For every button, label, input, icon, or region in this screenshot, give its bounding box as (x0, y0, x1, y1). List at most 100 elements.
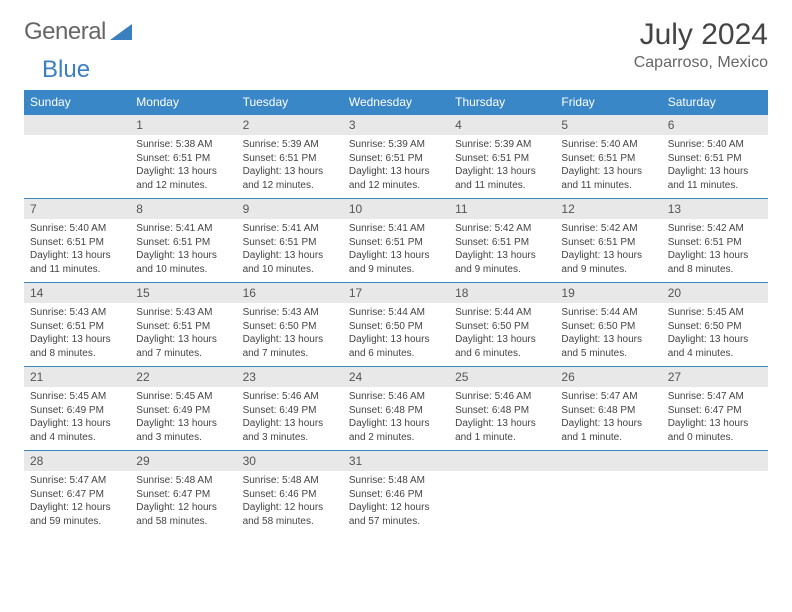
day-cell: 13Sunrise: 5:42 AMSunset: 6:51 PMDayligh… (662, 199, 768, 283)
sunset-line: Sunset: 6:50 PM (349, 320, 443, 334)
sunrise-line: Sunrise: 5:43 AM (136, 306, 230, 320)
sunset-line: Sunset: 6:51 PM (136, 152, 230, 166)
day-number: 1 (130, 115, 236, 135)
day-cell (449, 451, 555, 535)
weekday-header: Wednesday (343, 90, 449, 115)
day-cell: 8Sunrise: 5:41 AMSunset: 6:51 PMDaylight… (130, 199, 236, 283)
sunrise-line: Sunrise: 5:46 AM (455, 390, 549, 404)
day-cell: 9Sunrise: 5:41 AMSunset: 6:51 PMDaylight… (237, 199, 343, 283)
day-cell: 12Sunrise: 5:42 AMSunset: 6:51 PMDayligh… (555, 199, 661, 283)
daylight-line: Daylight: 13 hours and 10 minutes. (136, 249, 230, 276)
weekday-header: Saturday (662, 90, 768, 115)
day-details: Sunrise: 5:41 AMSunset: 6:51 PMDaylight:… (130, 219, 236, 282)
sunrise-line: Sunrise: 5:45 AM (136, 390, 230, 404)
day-number (24, 115, 130, 135)
daylight-line: Daylight: 13 hours and 6 minutes. (349, 333, 443, 360)
sunrise-line: Sunrise: 5:46 AM (243, 390, 337, 404)
sunset-line: Sunset: 6:50 PM (243, 320, 337, 334)
daylight-line: Daylight: 13 hours and 12 minutes. (243, 165, 337, 192)
sunset-line: Sunset: 6:50 PM (561, 320, 655, 334)
day-cell: 31Sunrise: 5:48 AMSunset: 6:46 PMDayligh… (343, 451, 449, 535)
sunrise-line: Sunrise: 5:44 AM (561, 306, 655, 320)
day-cell: 14Sunrise: 5:43 AMSunset: 6:51 PMDayligh… (24, 283, 130, 367)
daylight-line: Daylight: 13 hours and 1 minute. (455, 417, 549, 444)
daylight-line: Daylight: 13 hours and 9 minutes. (349, 249, 443, 276)
daylight-line: Daylight: 13 hours and 9 minutes. (455, 249, 549, 276)
day-number (449, 451, 555, 471)
sunrise-line: Sunrise: 5:47 AM (30, 474, 124, 488)
day-details: Sunrise: 5:41 AMSunset: 6:51 PMDaylight:… (237, 219, 343, 282)
day-cell: 23Sunrise: 5:46 AMSunset: 6:49 PMDayligh… (237, 367, 343, 451)
sunset-line: Sunset: 6:51 PM (455, 152, 549, 166)
day-number: 15 (130, 283, 236, 303)
sunrise-line: Sunrise: 5:48 AM (243, 474, 337, 488)
daylight-line: Daylight: 13 hours and 4 minutes. (30, 417, 124, 444)
daylight-line: Daylight: 13 hours and 11 minutes. (455, 165, 549, 192)
sunrise-line: Sunrise: 5:42 AM (561, 222, 655, 236)
sunset-line: Sunset: 6:46 PM (243, 488, 337, 502)
sunrise-line: Sunrise: 5:39 AM (455, 138, 549, 152)
day-details: Sunrise: 5:43 AMSunset: 6:51 PMDaylight:… (24, 303, 130, 366)
weekday-header: Friday (555, 90, 661, 115)
day-number: 5 (555, 115, 661, 135)
day-details: Sunrise: 5:46 AMSunset: 6:48 PMDaylight:… (449, 387, 555, 450)
day-cell: 16Sunrise: 5:43 AMSunset: 6:50 PMDayligh… (237, 283, 343, 367)
day-number: 24 (343, 367, 449, 387)
sunrise-line: Sunrise: 5:44 AM (455, 306, 549, 320)
day-number: 4 (449, 115, 555, 135)
day-number: 27 (662, 367, 768, 387)
day-details: Sunrise: 5:39 AMSunset: 6:51 PMDaylight:… (237, 135, 343, 198)
daylight-line: Daylight: 13 hours and 7 minutes. (243, 333, 337, 360)
sunrise-line: Sunrise: 5:40 AM (668, 138, 762, 152)
day-cell: 15 Sunrise: 5:43 AMSunset: 6:51 PMDayligh… (130, 283, 236, 367)
daylight-line: Daylight: 13 hours and 0 minutes. (668, 417, 762, 444)
day-details: Sunrise: 5:46 AMSunset: 6:49 PMDaylight:… (237, 387, 343, 450)
day-number: 29 (130, 451, 236, 471)
sunset-line: Sunset: 6:51 PM (136, 236, 230, 250)
sunrise-line: Sunrise: 5:38 AM (136, 138, 230, 152)
sunrise-line: Sunrise: 5:45 AM (30, 390, 124, 404)
sunrise-line: Sunrise: 5:40 AM (30, 222, 124, 236)
day-number: 9 (237, 199, 343, 219)
day-cell: 29Sunrise: 5:48 AMSunset: 6:47 PMDayligh… (130, 451, 236, 535)
sunrise-line: Sunrise: 5:41 AM (349, 222, 443, 236)
daylight-line: Daylight: 13 hours and 3 minutes. (136, 417, 230, 444)
sunset-line: Sunset: 6:51 PM (349, 236, 443, 250)
daylight-line: Daylight: 13 hours and 12 minutes. (349, 165, 443, 192)
sunset-line: Sunset: 6:51 PM (668, 236, 762, 250)
day-cell: 20Sunrise: 5:45 AMSunset: 6:50 PMDayligh… (662, 283, 768, 367)
day-cell: 30Sunrise: 5:48 AMSunset: 6:46 PMDayligh… (237, 451, 343, 535)
day-details (555, 471, 661, 523)
day-cell: 10Sunrise: 5:41 AMSunset: 6:51 PMDayligh… (343, 199, 449, 283)
day-number: 17 (343, 283, 449, 303)
weekday-header-row: SundayMondayTuesdayWednesdayThursdayFrid… (24, 90, 768, 115)
day-number: 18 (449, 283, 555, 303)
daylight-line: Daylight: 12 hours and 58 minutes. (243, 501, 337, 528)
daylight-line: Daylight: 13 hours and 7 minutes. (136, 333, 230, 360)
sunset-line: Sunset: 6:51 PM (668, 152, 762, 166)
sunrise-line: Sunrise: 5:40 AM (561, 138, 655, 152)
day-cell: 17Sunrise: 5:44 AMSunset: 6:50 PMDayligh… (343, 283, 449, 367)
daylight-line: Daylight: 13 hours and 9 minutes. (561, 249, 655, 276)
day-details: Sunrise: 5:42 AMSunset: 6:51 PMDaylight:… (662, 219, 768, 282)
daylight-line: Daylight: 12 hours and 59 minutes. (30, 501, 124, 528)
sunset-line: Sunset: 6:49 PM (30, 404, 124, 418)
day-cell: 5Sunrise: 5:40 AMSunset: 6:51 PMDaylight… (555, 115, 661, 199)
sunset-line: Sunset: 6:51 PM (136, 320, 230, 334)
day-details: Sunrise: 5:44 AMSunset: 6:50 PMDaylight:… (555, 303, 661, 366)
day-number: 28 (24, 451, 130, 471)
weekday-header: Monday (130, 90, 236, 115)
daylight-line: Daylight: 13 hours and 8 minutes. (30, 333, 124, 360)
day-number: 8 (130, 199, 236, 219)
sunrise-line: Sunrise: 5:41 AM (243, 222, 337, 236)
sunset-line: Sunset: 6:51 PM (30, 236, 124, 250)
calendar-table: SundayMondayTuesdayWednesdayThursdayFrid… (24, 90, 768, 534)
day-details: Sunrise: 5:43 AMSunset: 6:50 PMDaylight:… (237, 303, 343, 366)
day-number: 19 (555, 283, 661, 303)
day-details: Sunrise: 5:47 AMSunset: 6:47 PMDaylight:… (662, 387, 768, 450)
sunset-line: Sunset: 6:48 PM (349, 404, 443, 418)
sunset-line: Sunset: 6:47 PM (668, 404, 762, 418)
day-number: 7 (24, 199, 130, 219)
day-number: 23 (237, 367, 343, 387)
sunset-line: Sunset: 6:51 PM (455, 236, 549, 250)
